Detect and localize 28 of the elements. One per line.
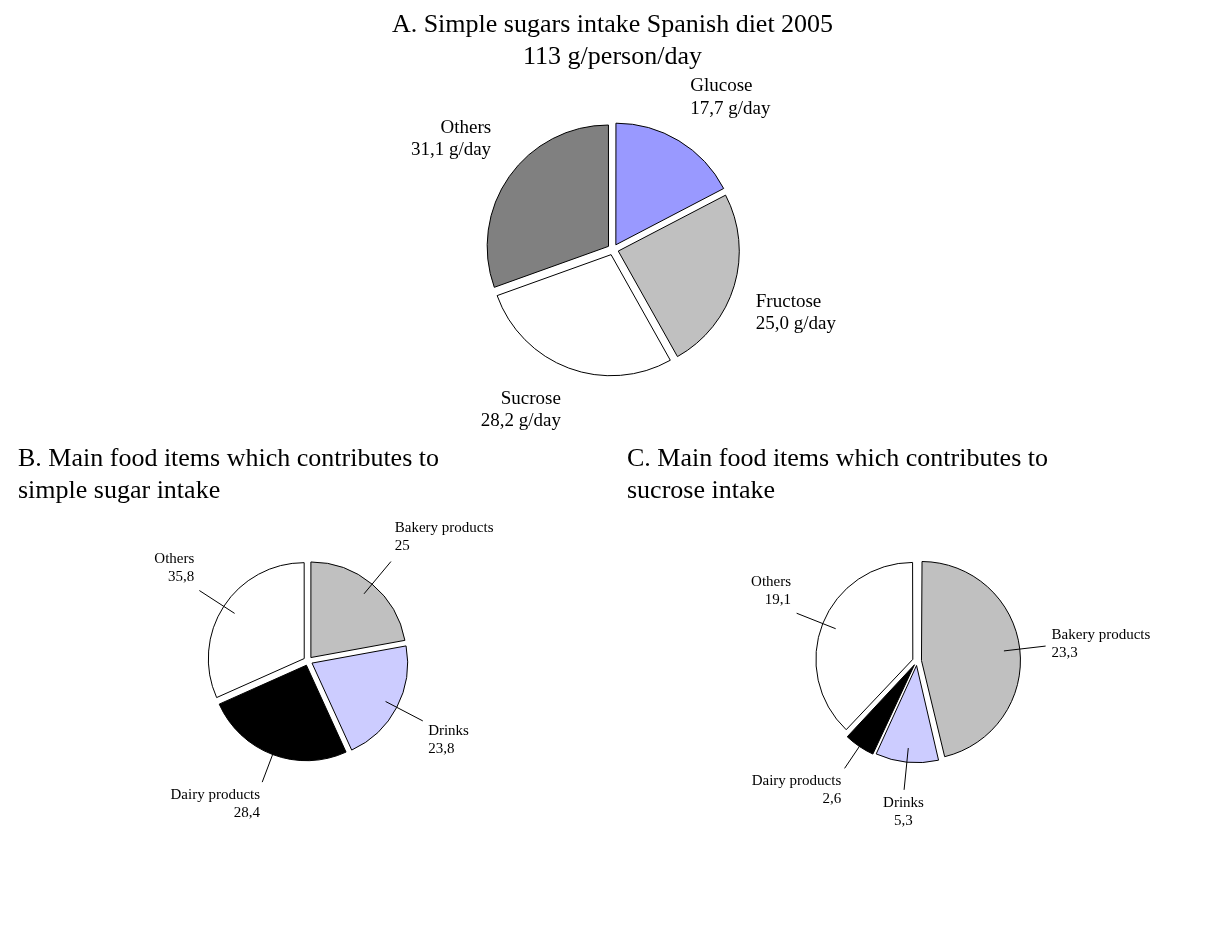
data-label: 35,8	[168, 567, 195, 584]
slice-label: Bakery products	[1051, 625, 1151, 642]
slice-label: Others	[154, 549, 195, 566]
slice-label: Others	[439, 115, 491, 137]
data-label: 19,1	[764, 591, 792, 608]
data-label: 2,6	[822, 789, 842, 806]
slice-label: Dairy products	[170, 786, 261, 803]
data-label: 17,7 g/day	[689, 96, 771, 118]
data-label: 23,8	[428, 740, 455, 757]
chart-subtitle: 113 g/person/day	[522, 40, 703, 72]
chart-title: A. Simple sugars intake Spanish diet 2005	[390, 8, 835, 40]
slice-label: Dairy products	[751, 771, 842, 788]
slice-label: Others	[751, 573, 792, 590]
slice-label: Bakery products	[394, 519, 494, 536]
data-label: 28,2 g/day	[480, 409, 561, 431]
data-label: 31,1 g/day	[410, 138, 492, 160]
slice-label: Sucrose	[500, 386, 561, 408]
slice-label: Glucose	[689, 73, 753, 95]
data-label: 28,4	[233, 804, 261, 821]
data-label: 5,3	[894, 812, 913, 829]
slice-label: Drinks	[883, 794, 925, 811]
chart-title: C. Main food items which contributes to sucrose intake	[627, 442, 1049, 506]
data-label: 25	[394, 537, 410, 554]
chart-title: B. Main food items which contributes to simple sugar intake	[18, 442, 440, 506]
data-label: 25,0 g/day	[755, 312, 837, 334]
data-label: 23,3	[1051, 643, 1078, 660]
slice-label: Fructose	[755, 289, 821, 311]
slice-label: Drinks	[428, 722, 470, 739]
